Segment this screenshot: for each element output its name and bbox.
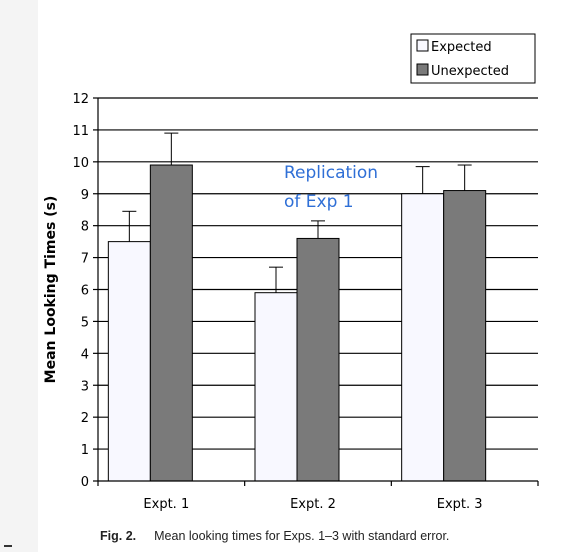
- bars: [107, 164, 487, 482]
- annotation-line-1: Replication: [284, 163, 378, 183]
- bar-expected-2: [254, 292, 298, 482]
- bar-unexpected-3: [443, 190, 487, 482]
- legend-box: [410, 33, 536, 84]
- y-tick-label-8: 8: [81, 220, 89, 235]
- annotation-line-2: of Exp 1: [284, 192, 354, 212]
- x-tick-label-1: Expt. 1: [143, 497, 189, 512]
- y-axis-label: Mean Looking Times (s): [43, 196, 59, 384]
- y-tick-label-1: 1: [81, 443, 89, 458]
- y-tick-label-2: 2: [81, 411, 89, 426]
- bar-expected-3: [401, 193, 445, 482]
- bar-unexpected-1: [149, 164, 193, 482]
- y-tick-label-6: 6: [81, 284, 89, 299]
- corner-mark: [4, 545, 12, 547]
- y-tick-label-5: 5: [81, 315, 89, 330]
- y-tick-label-3: 3: [81, 379, 89, 394]
- axes: [93, 97, 539, 486]
- y-tick-label-10: 10: [72, 156, 89, 171]
- legend-swatch-expected: [416, 39, 429, 52]
- legend-label-expected: Expected: [431, 40, 492, 55]
- bar-expected-1: [107, 241, 151, 482]
- figure-caption: Fig. 2. Mean looking times for Exps. 1–3 …: [100, 529, 566, 543]
- figure-panel: 0 1 2 3 4 5 6 7 8 9 10 11 12 Expt. 1 Expt. 2 Expt. 3 M…: [38, 0, 566, 552]
- legend-swatch-unexpected: [416, 63, 429, 76]
- y-tick-label-0: 0: [81, 475, 89, 490]
- x-category-labels: Expt. 1 Expt. 2 Expt. 3: [143, 497, 482, 512]
- y-tick-label-7: 7: [81, 252, 89, 267]
- x-tick-label-3: Expt. 3: [437, 497, 483, 512]
- x-tick-label-2: Expt. 2: [290, 497, 336, 512]
- error-bars: [122, 132, 472, 293]
- caption-text: Mean looking times for Exps. 1–3 with st…: [154, 529, 450, 543]
- y-tick-label-11: 11: [72, 124, 89, 139]
- figure-number: Fig. 2.: [100, 529, 137, 543]
- y-tick-label-12: 12: [72, 92, 89, 107]
- legend-label-unexpected: Unexpected: [431, 64, 509, 79]
- y-tick-label-9: 9: [81, 188, 89, 203]
- legend: Expected Unexpected: [410, 33, 536, 84]
- bar-unexpected-2: [296, 237, 340, 482]
- y-tick-label-4: 4: [81, 347, 89, 362]
